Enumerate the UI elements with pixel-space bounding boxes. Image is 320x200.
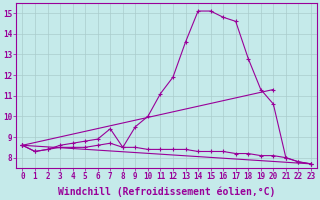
X-axis label: Windchill (Refroidissement éolien,°C): Windchill (Refroidissement éolien,°C) [58,187,276,197]
